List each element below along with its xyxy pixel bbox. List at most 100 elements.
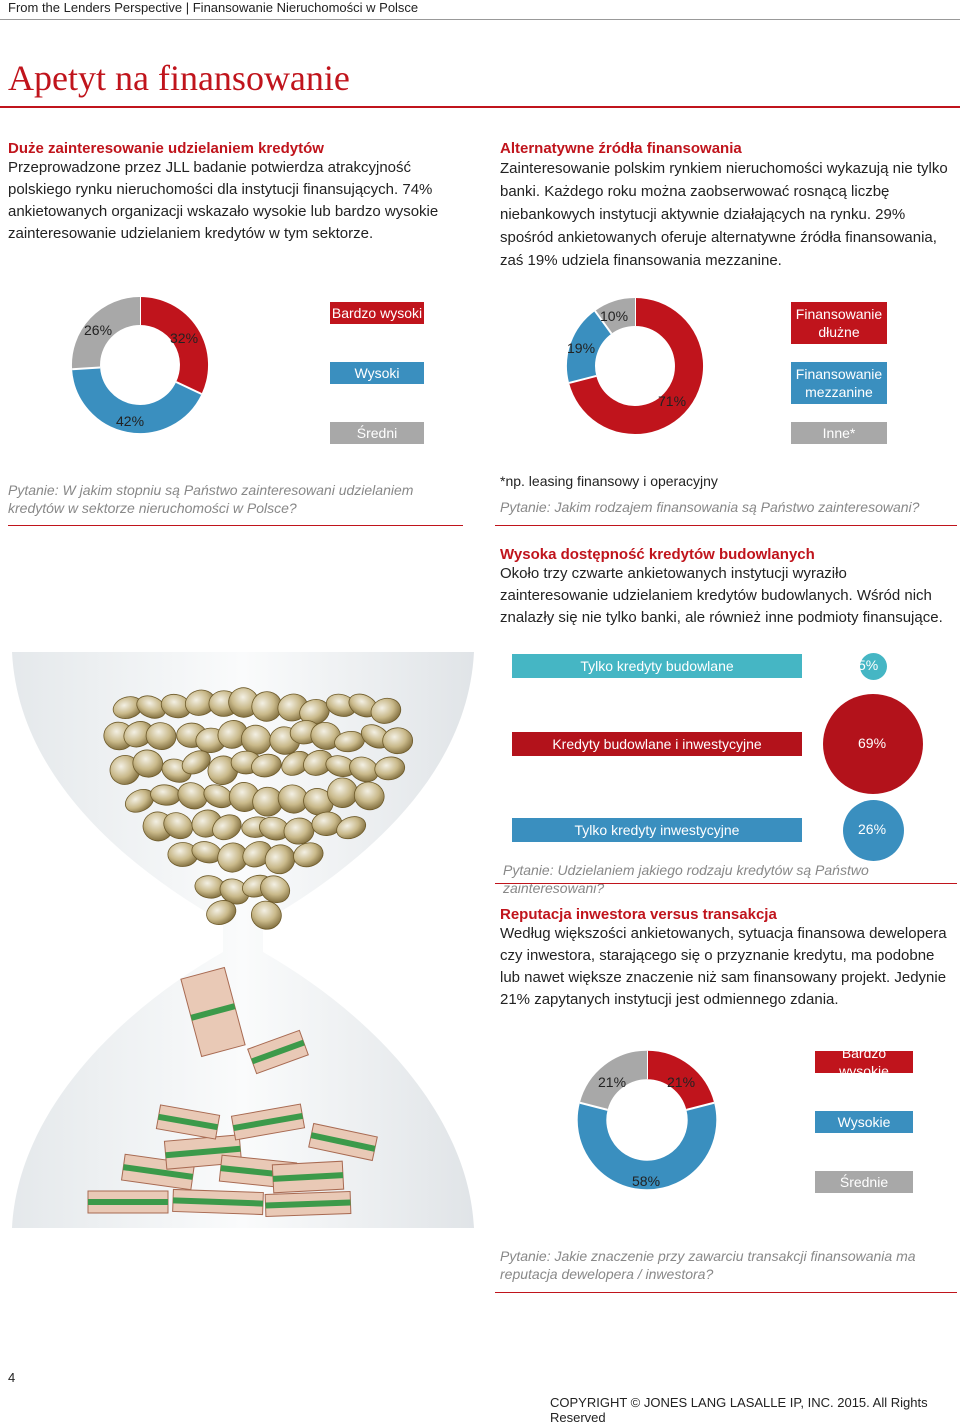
banknote-band [172, 1197, 264, 1207]
question-divider [8, 525, 463, 526]
donut4-label-58: 58% [632, 1173, 661, 1189]
donut2-label-19: 19% [567, 340, 596, 356]
page-number: 4 [8, 1370, 16, 1385]
legend-other: Inne* [791, 422, 887, 444]
legend-very-high: Bardzo wysokie [815, 1045, 913, 1079]
question-divider [495, 525, 957, 526]
slice-separator [579, 1101, 608, 1111]
donut4-label-21b: 21% [667, 1074, 696, 1090]
bubble-label-2: 26% [858, 821, 887, 837]
coin [336, 816, 367, 840]
legend-mezzanine: Finansowanie mezzanine [791, 362, 887, 404]
coin [353, 781, 385, 811]
coin [264, 844, 296, 875]
footnote: *np. leasing finansowy i operacyjny [500, 473, 718, 489]
banknote-band [265, 1199, 351, 1209]
coin [382, 727, 414, 755]
slice-debt [569, 297, 704, 435]
question-divider [495, 1292, 957, 1293]
coin [293, 842, 324, 868]
banknote-band [122, 1164, 194, 1180]
banknote-band [233, 1112, 303, 1132]
header-divider [0, 19, 960, 20]
title-divider [0, 106, 960, 108]
section-interest: Duże zainteresowanie udzielaniem kredytó… [8, 140, 448, 245]
coin [370, 697, 402, 724]
coin [242, 841, 273, 868]
banknote-band [88, 1199, 168, 1205]
copyright: COPYRIGHT © JONES LANG LASALLE IP, INC. … [550, 1395, 928, 1425]
section-heading: Alternatywne źródła finansowania [500, 140, 742, 157]
coin [177, 782, 208, 810]
donut-chart-financing [566, 297, 704, 435]
slice-high [577, 1102, 717, 1190]
section-body: Przeprowadzone przez JLL badanie potwier… [8, 159, 439, 242]
hourglass-coins-icon [12, 652, 474, 1228]
coin [260, 875, 291, 904]
bar-1: Kredyty budowlane i inwestycyjne [512, 732, 802, 756]
slice-very-high [646, 1050, 715, 1111]
page-title: Apetyt na finansowanie [8, 58, 350, 98]
coin [251, 753, 282, 778]
legend-medium: Średnie [815, 1171, 913, 1193]
slice-medium [579, 1050, 648, 1111]
slice-very-high [139, 296, 209, 394]
slice-mezzanine [566, 310, 613, 383]
donut2-label-71: 71% [658, 393, 687, 409]
question-financing: Pytanie: Jakim rodzajem finansowania są … [500, 499, 920, 515]
banknote-band [190, 1003, 236, 1021]
coin [181, 750, 211, 775]
coin [145, 722, 177, 750]
donut2-label-10: 10% [600, 308, 629, 324]
banknote-band [310, 1132, 376, 1152]
section-body: Około trzy czwarte ankietowanych instytu… [500, 565, 943, 626]
slice-medium [72, 296, 141, 370]
coin [163, 812, 193, 840]
coin [212, 814, 242, 841]
question-divider [495, 883, 957, 884]
slice-high [72, 366, 202, 434]
section-construction: Wysoka dostępność kredytów budowlanych O… [500, 546, 955, 629]
bubble-label-0: 5% [858, 657, 879, 673]
donut4-label-21a: 21% [598, 1074, 627, 1090]
question-reputation: Pytanie: Jakie znaczenie przy zawarciu t… [500, 1248, 916, 1282]
donut1-label-42: 42% [116, 413, 145, 429]
section-heading: Reputacja inwestora versus transakcja [500, 906, 777, 923]
coin [303, 788, 334, 816]
bubble-1 [823, 694, 923, 794]
legend-high: Wysokie [815, 1111, 913, 1133]
slice-separator [686, 1101, 715, 1111]
coin [251, 900, 282, 930]
coin [374, 756, 406, 781]
legend-very-high: Bardzo wysoki [330, 302, 424, 324]
bubble-2 [842, 799, 904, 861]
question-loans: Pytanie: Udzielaniem jakiego rodzaju kre… [503, 862, 869, 896]
donut1-label-32: 32% [170, 330, 199, 346]
slice-separator [175, 381, 202, 395]
donut1-label-26: 26% [84, 322, 113, 338]
bar-0: Tylko kredyty budowlane [512, 654, 802, 678]
slice-other [595, 297, 636, 335]
section-reputation: Reputacja inwestora versus transakcja We… [500, 906, 955, 1011]
slice-separator [568, 374, 597, 384]
bubble-label-1: 69% [858, 735, 887, 751]
banknote-band [165, 1145, 241, 1159]
banknote-band [251, 1039, 305, 1065]
question-interest: Pytanie: W jakim stopniu są Państwo zain… [8, 482, 414, 516]
bar-2: Tylko kredyty inwestycyjne [512, 818, 802, 842]
banknote-band [272, 1172, 344, 1182]
donut-chart-interest [72, 296, 209, 434]
header-breadcrumb: From the Lenders Perspective | Finansowa… [8, 0, 419, 15]
bubble-0 [859, 652, 887, 680]
section-body: Zainteresowanie polskim rynkiem nierucho… [500, 160, 948, 269]
section-alternative: Alternatywne źródła finansowania Zainter… [500, 140, 955, 272]
slice-separator [594, 310, 613, 335]
section-body: Według większości ankietowanych, sytuacj… [500, 925, 947, 1008]
legend-medium: Średni [330, 422, 424, 444]
section-heading: Duże zainteresowanie udzielaniem kredytó… [8, 140, 324, 157]
banknote-band [157, 1113, 219, 1131]
coin [206, 900, 237, 925]
legend-debt: Finansowanie dłużne [791, 302, 887, 344]
slice-separator [72, 366, 101, 371]
donut-chart-reputation [577, 1050, 717, 1190]
